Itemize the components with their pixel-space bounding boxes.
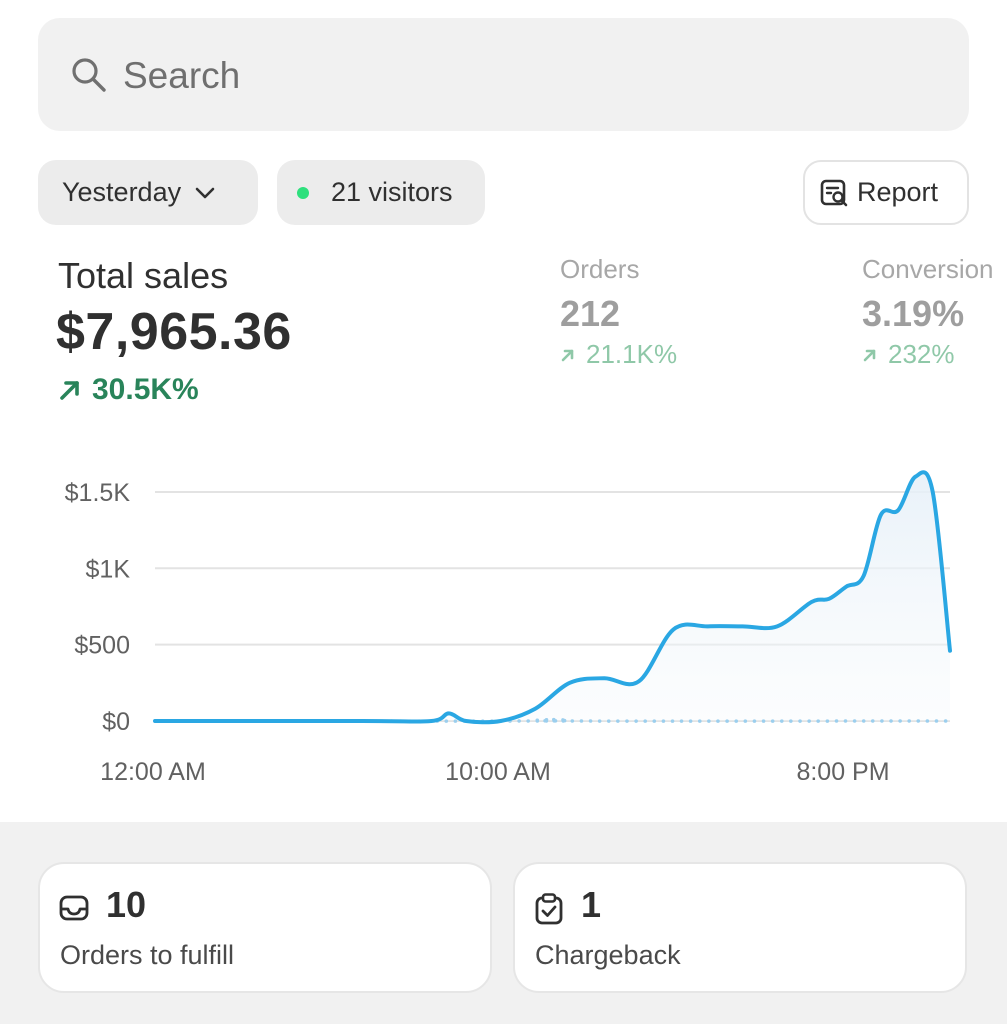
y-tick-label: $1K bbox=[86, 555, 131, 583]
clipboard-check-icon bbox=[535, 893, 563, 925]
orders-to-fulfill-card[interactable]: 10 Orders to fulfill bbox=[38, 862, 492, 993]
conversion-metric[interactable]: Conversion 3.19% 232% bbox=[862, 254, 1007, 370]
comparison-series-line bbox=[153, 717, 952, 723]
arrow-up-right-icon bbox=[863, 349, 876, 361]
inbox-icon bbox=[59, 895, 89, 921]
chargeback-card[interactable]: 1 Chargeback bbox=[513, 862, 967, 993]
report-label: Report bbox=[857, 177, 939, 207]
conversion-change: 232% bbox=[862, 339, 1007, 370]
total-sales-change: 30.5K% bbox=[58, 373, 199, 407]
chevron-down-icon bbox=[195, 187, 215, 198]
chargeback-label: Chargeback bbox=[535, 940, 681, 970]
y-tick-label: $500 bbox=[74, 632, 130, 660]
date-range-dropdown[interactable]: Yesterday bbox=[38, 160, 258, 225]
orders-label: Orders bbox=[560, 254, 640, 284]
x-tick-label: 8:00 PM bbox=[796, 758, 889, 786]
orders-metric[interactable]: Orders 212 21.1K% bbox=[560, 254, 677, 370]
total-sales-label: Total sales bbox=[58, 255, 229, 296]
live-dot-icon bbox=[297, 186, 309, 199]
chargeback-count: 1 bbox=[581, 884, 602, 925]
conversion-value: 3.19% bbox=[862, 293, 965, 334]
x-tick-label: 10:00 AM bbox=[445, 758, 551, 786]
report-button[interactable]: Report bbox=[803, 160, 969, 225]
total-sales-value: $7,965.36 bbox=[56, 303, 292, 361]
orders-change: 21.1K% bbox=[560, 339, 677, 370]
orders-to-fulfill-count: 10 bbox=[106, 884, 147, 925]
orders-value: 212 bbox=[560, 293, 621, 334]
search-icon bbox=[72, 58, 106, 92]
date-range-label: Yesterday bbox=[62, 177, 182, 207]
total-sales-change-value: 30.5K% bbox=[92, 373, 199, 406]
orders-change-value: 21.1K% bbox=[586, 339, 678, 369]
sales-series-line bbox=[153, 470, 952, 725]
sales-area bbox=[155, 472, 950, 723]
conversion-change-value: 232% bbox=[888, 339, 955, 369]
y-tick-label: $0 bbox=[102, 708, 130, 736]
arrow-up-right-icon bbox=[60, 381, 79, 400]
sales-chart[interactable]: $1.5K $1K $500 $0 12:00 AM 10:00 AM 8:00 PM bbox=[0, 440, 1007, 800]
conversion-label: Conversion bbox=[862, 254, 994, 284]
search-input[interactable]: Search bbox=[123, 55, 241, 96]
orders-to-fulfill-label: Orders to fulfill bbox=[60, 940, 235, 970]
report-icon bbox=[820, 179, 848, 206]
live-visitors-button[interactable]: 21 visitors bbox=[277, 160, 485, 225]
y-tick-label: $1.5K bbox=[65, 479, 131, 507]
visitors-label: 21 visitors bbox=[331, 177, 453, 207]
search-bar[interactable] bbox=[38, 18, 969, 131]
arrow-up-right-icon bbox=[561, 349, 574, 361]
x-tick-label: 12:00 AM bbox=[100, 758, 206, 786]
